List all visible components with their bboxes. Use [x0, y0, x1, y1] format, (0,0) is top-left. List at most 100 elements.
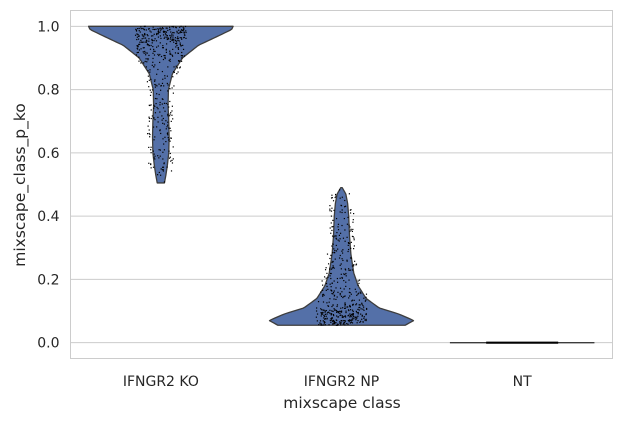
jitter-point: [340, 311, 343, 313]
jitter-point: [344, 273, 346, 276]
jitter-point: [328, 324, 330, 326]
jitter-point: [146, 43, 149, 45]
jitter-point: [330, 232, 332, 234]
jitter-point: [338, 234, 340, 236]
jitter-point: [330, 215, 333, 217]
jitter-point: [348, 242, 350, 244]
jitter-point: [172, 48, 174, 50]
jitter-point: [344, 324, 346, 326]
jitter-point: [140, 26, 142, 28]
jitter-point: [348, 193, 350, 195]
jitter-point: [360, 308, 362, 310]
jitter-point: [182, 48, 185, 51]
jitter-point: [175, 46, 177, 48]
jitter-point: [320, 291, 322, 293]
jitter-point: [320, 313, 323, 315]
jitter-point: [341, 250, 343, 252]
jitter-point: [329, 312, 331, 314]
jitter-point: [327, 305, 329, 307]
jitter-point: [163, 102, 166, 104]
jitter-point: [349, 257, 352, 259]
jitter-point: [352, 310, 354, 313]
jitter-point: [346, 259, 348, 261]
jitter-point: [155, 28, 157, 30]
jitter-point: [157, 28, 159, 30]
jitter-point: [327, 311, 330, 313]
jitter-point: [142, 47, 144, 49]
jitter-point: [156, 85, 158, 87]
jitter-point: [153, 139, 155, 141]
jitter-point: [163, 54, 165, 57]
jitter-point: [155, 84, 157, 86]
jitter-point: [169, 60, 171, 62]
jitter-point: [153, 153, 155, 155]
jitter-point: [323, 294, 325, 296]
jitter-point: [145, 58, 147, 60]
jitter-point: [169, 53, 171, 55]
jitter-point: [183, 34, 186, 36]
jitter-point: [165, 31, 167, 33]
jitter-point: [165, 34, 167, 36]
jitter-point: [165, 51, 168, 53]
jitter-point: [154, 105, 156, 108]
jitter-point: [179, 30, 182, 32]
jitter-point: [340, 295, 343, 297]
jitter-point: [152, 89, 154, 91]
jitter-point: [150, 109, 152, 111]
jitter-point: [159, 104, 161, 106]
jitter-point: [159, 31, 161, 33]
jitter-point: [156, 34, 158, 36]
jitter-point: [343, 319, 345, 322]
jitter-point: [332, 200, 335, 202]
jitter-point: [331, 197, 333, 199]
jitter-point: [151, 42, 153, 44]
jitter-point: [330, 277, 332, 280]
jitter-point: [357, 308, 359, 311]
jitter-point: [324, 310, 326, 312]
jitter-point: [338, 311, 340, 313]
jitter-point: [327, 263, 330, 265]
jitter-point: [338, 257, 341, 259]
jitter-point: [329, 298, 331, 300]
jitter-point: [345, 275, 347, 277]
jitter-point: [329, 227, 331, 229]
jitter-point: [148, 45, 150, 47]
jitter-point: [322, 289, 324, 291]
jitter-point: [338, 189, 341, 191]
jitter-point: [344, 229, 346, 231]
jitter-point: [169, 50, 171, 52]
jitter-point: [332, 320, 334, 322]
jitter-point: [182, 29, 184, 32]
jitter-point: [147, 75, 149, 77]
jitter-point: [333, 251, 335, 254]
jitter-point: [167, 66, 169, 68]
jitter-point: [325, 282, 328, 285]
jitter-point: [357, 280, 359, 282]
jitter-point: [346, 236, 348, 238]
jitter-point: [156, 106, 158, 109]
jitter-point: [160, 132, 162, 135]
jitter-point: [327, 288, 329, 290]
jitter-point: [331, 310, 333, 312]
jitter-point: [163, 37, 165, 39]
jitter-point: [330, 272, 332, 275]
jitter-point: [337, 291, 339, 293]
jitter-point: [166, 126, 168, 128]
jitter-point: [154, 38, 156, 40]
jitter-point: [363, 306, 365, 308]
jitter-point: [163, 181, 166, 183]
jitter-point: [172, 31, 174, 34]
jitter-point: [329, 257, 331, 260]
jitter-point: [324, 269, 327, 271]
jitter-point: [336, 304, 339, 306]
jitter-point: [331, 245, 333, 247]
jitter-point: [167, 124, 169, 126]
jitter-point: [334, 196, 336, 199]
jitter-point: [163, 162, 165, 164]
jitter-point: [342, 249, 344, 251]
jitter-point: [353, 212, 355, 215]
jitter-point: [350, 315, 352, 318]
jitter-point: [165, 49, 167, 51]
jitter-point: [352, 265, 355, 267]
jitter-point: [180, 55, 182, 57]
